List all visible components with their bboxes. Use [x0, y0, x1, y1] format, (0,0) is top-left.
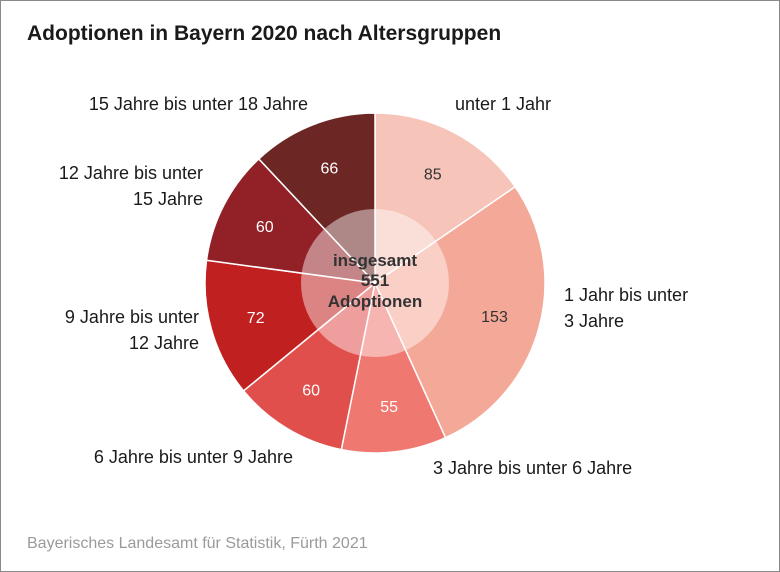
pie-slice: [205, 157, 377, 285]
slice-value-label: 85: [424, 166, 442, 183]
pie-slice: [257, 112, 376, 285]
chart-title: Adoptionen in Bayern 2020 nach Altersgru…: [27, 22, 502, 45]
slice-category-label: 9 Jahre bis unter 12 Jahre: [65, 307, 199, 353]
center-label-line2: 551: [361, 271, 389, 290]
pie-slice: [204, 259, 377, 392]
source-note: Bayerisches Landesamt für Statistik, Für…: [27, 535, 368, 552]
center-label-line3: Adoptionen: [328, 292, 422, 311]
slices-group: [204, 112, 546, 454]
slice-value-label: 55: [380, 399, 398, 416]
slice-value-label: 153: [481, 309, 508, 326]
slice-value-label: 66: [321, 161, 339, 178]
value-labels-group: 85 153 55 60 72 60 66: [247, 161, 508, 417]
center-hole: [301, 209, 449, 357]
slice-value-label: 60: [302, 382, 320, 399]
category-labels-group: unter 1 Jahr 1 Jahr bis unter 3 Jahre 3 Jah…: [59, 94, 688, 478]
pie-slice: [374, 112, 517, 285]
slice-value-label: 72: [247, 310, 265, 327]
slice-category-label: 1 Jahr bis unter 3 Jahre: [564, 285, 688, 331]
slice-category-label: 6 Jahre bis unter 9 Jahre: [94, 447, 293, 467]
slice-category-label: 3 Jahre bis unter 6 Jahre: [433, 458, 632, 478]
pie-slice: [242, 281, 377, 451]
slice-category-label: 15 Jahre bis unter 18 Jahre: [89, 94, 308, 114]
slice-category-label: 12 Jahre bis unter 15 Jahre: [59, 163, 203, 209]
center-label-line1: insgesamt: [333, 251, 417, 270]
pie-slice: [340, 280, 447, 454]
slice-value-label: 60: [256, 219, 274, 236]
slice-category-label: unter 1 Jahr: [455, 94, 551, 114]
